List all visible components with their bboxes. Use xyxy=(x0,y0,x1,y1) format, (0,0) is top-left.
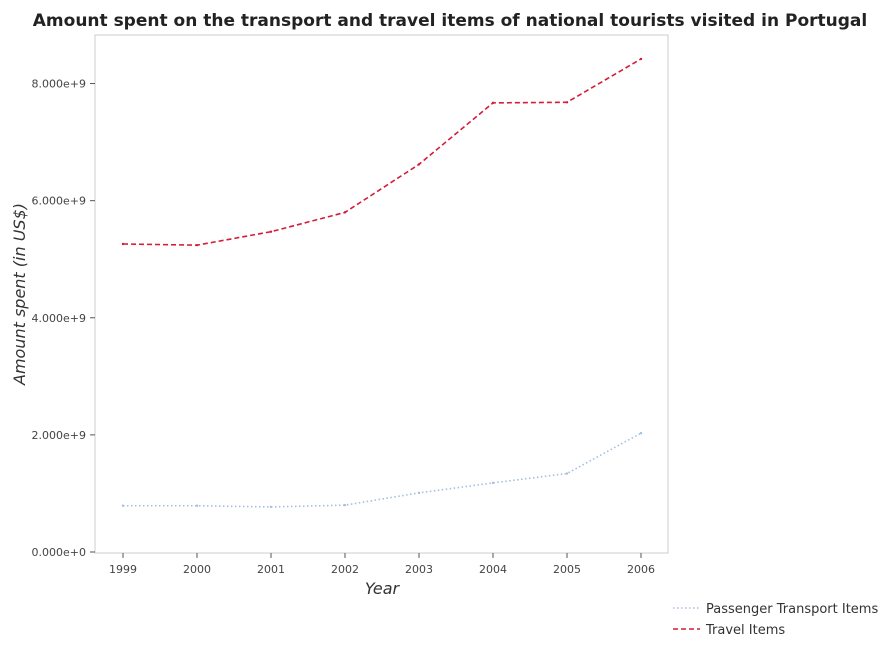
y-tick-label: 6.000e+9 xyxy=(32,195,86,208)
legend: Passenger Transport Items Travel Items xyxy=(673,602,878,638)
data-point xyxy=(195,243,199,247)
chart-title: Amount spent on the transport and travel… xyxy=(33,11,867,31)
data-point xyxy=(639,431,643,435)
data-point xyxy=(121,242,125,246)
x-axis-ticks: 1999 2000 2001 2002 2003 2004 2005 2006 xyxy=(109,553,655,576)
x-tick-label: 2005 xyxy=(553,563,581,576)
data-point xyxy=(565,101,569,104)
data-point xyxy=(343,211,347,214)
y-tick-label: 2.000e+9 xyxy=(32,429,86,442)
x-axis-label: Year xyxy=(365,579,401,598)
data-point xyxy=(565,472,569,475)
data-point xyxy=(417,491,421,495)
data-point xyxy=(639,57,643,61)
x-tick-label: 2001 xyxy=(257,563,285,576)
series-layer xyxy=(121,57,643,509)
y-axis-ticks: 0.000e+0 2.000e+9 4.000e+9 6.000e+9 8.000e+9 xyxy=(32,78,95,559)
x-tick-label: 2004 xyxy=(479,563,507,576)
y-axis-label: Amount spent (in US$) xyxy=(10,203,29,386)
x-tick-label: 2002 xyxy=(331,563,359,576)
data-point xyxy=(269,230,273,233)
data-point xyxy=(195,504,199,507)
data-point xyxy=(417,163,421,166)
legend-label: Passenger Transport Items xyxy=(706,602,878,617)
y-tick-label: 0.000e+0 xyxy=(32,546,86,559)
y-tick-label: 4.000e+9 xyxy=(32,312,86,325)
data-point xyxy=(343,503,347,507)
data-point xyxy=(491,101,495,105)
x-tick-label: 2003 xyxy=(405,563,433,576)
x-tick-label: 2000 xyxy=(183,563,211,576)
y-tick-label: 8.000e+9 xyxy=(32,78,86,91)
data-point xyxy=(121,504,125,507)
legend-label: Travel Items xyxy=(705,623,785,638)
x-tick-label: 2006 xyxy=(627,563,655,576)
plot-area xyxy=(94,34,669,554)
data-point xyxy=(491,481,495,485)
x-tick-label: 1999 xyxy=(109,563,137,576)
data-point xyxy=(269,505,273,509)
